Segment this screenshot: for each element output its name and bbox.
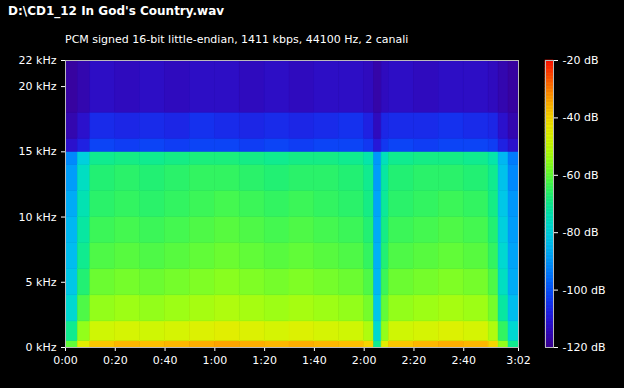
svg-text:3:02: 3:02: [506, 354, 531, 367]
svg-text:-60 dB: -60 dB: [563, 169, 599, 182]
svg-text:0:00: 0:00: [53, 354, 78, 367]
html-text:D:\CD1_12 In God's Country.wav: D:\CD1_12 In God's Country.wav: [8, 4, 225, 18]
svg-text:1:20: 1:20: [252, 354, 277, 367]
svg-text:15 kHz: 15 kHz: [19, 145, 57, 158]
svg-text:20 kHz: 20 kHz: [19, 80, 57, 93]
svg-text:0:20: 0:20: [103, 354, 128, 367]
svg-text:1:00: 1:00: [202, 354, 227, 367]
svg-text:-120 dB: -120 dB: [563, 341, 606, 354]
svg-text:1:40: 1:40: [302, 354, 327, 367]
svg-text:10 kHz: 10 kHz: [19, 211, 57, 224]
html-text:PCM signed 16-bit little-endia: PCM signed 16-bit little-endian, 1411 kb…: [65, 33, 409, 46]
svg-text:-100 dB: -100 dB: [563, 284, 606, 297]
svg-text:5 kHz: 5 kHz: [26, 276, 57, 289]
svg-text:2:00: 2:00: [352, 354, 377, 367]
svg-text:22 kHz: 22 kHz: [19, 54, 57, 67]
svg-text:2:40: 2:40: [451, 354, 476, 367]
svg-text:-40 dB: -40 dB: [563, 111, 599, 124]
svg-text:0 kHz: 0 kHz: [26, 341, 57, 354]
svg-text:-80 dB: -80 dB: [563, 226, 599, 239]
svg-text:-20 dB: -20 dB: [563, 54, 599, 67]
svg-text:0:40: 0:40: [153, 354, 178, 367]
svg-text:2:20: 2:20: [402, 354, 427, 367]
